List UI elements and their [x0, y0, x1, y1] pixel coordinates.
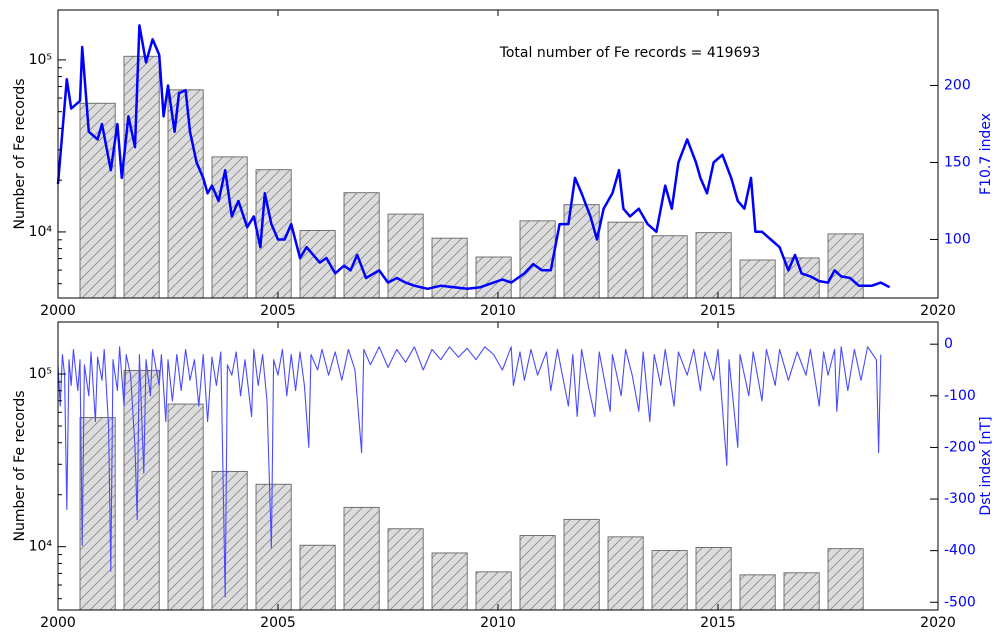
bar — [343, 192, 380, 299]
y2-axis-label: Dst index [nT] — [978, 416, 994, 515]
panel: 2000 2005 2010 2015 2020 10⁴ 10⁵ 100 150 200 Numbe… — [12, 9, 994, 319]
bar — [79, 102, 116, 299]
bar — [739, 574, 776, 611]
bar — [475, 256, 512, 299]
y-axis-label: Number of Fe records — [12, 391, 28, 542]
bar — [343, 506, 380, 611]
y2-tick-label: -100 — [944, 388, 976, 404]
x-tick-label: 2000 — [40, 615, 76, 631]
bar — [739, 259, 776, 299]
bar — [651, 550, 688, 611]
y2-tick-label: -500 — [944, 594, 976, 610]
bar — [475, 571, 512, 611]
bar — [255, 483, 292, 611]
line — [57, 346, 882, 598]
bar — [827, 233, 864, 299]
bar — [651, 235, 688, 299]
y2-tick-label: -400 — [944, 543, 976, 559]
y2-tick-label: 200 — [944, 77, 971, 93]
y-tick-label: 10⁴ — [29, 539, 53, 555]
bar — [211, 156, 248, 299]
y-tick-label: 10⁴ — [29, 224, 53, 240]
x-tick-label: 2020 — [920, 615, 956, 631]
y2-tick-label: 100 — [944, 231, 971, 247]
y2-tick-label: 150 — [944, 154, 971, 170]
y2-tick-label: -200 — [944, 439, 976, 455]
bar — [387, 213, 424, 299]
x-tick-label: 2015 — [700, 615, 736, 631]
x-tick-label: 2015 — [700, 303, 736, 319]
panel: 2000 2005 2010 2015 2020 10⁴ 10⁵ 0 -100 -200 -300 -… — [12, 321, 994, 631]
x-tick-label: 2010 — [480, 303, 516, 319]
bar — [607, 221, 644, 299]
y2-tick-label: -300 — [944, 491, 976, 507]
y-axis-label: Number of Fe records — [12, 79, 28, 230]
bar — [695, 547, 732, 611]
bar — [299, 544, 336, 611]
bar — [431, 552, 468, 611]
bar — [123, 55, 160, 299]
bar — [519, 535, 556, 611]
bar — [167, 403, 204, 611]
bar — [607, 536, 644, 611]
x-tick-label: 2005 — [260, 615, 296, 631]
y2-tick-label: 0 — [944, 336, 953, 352]
bar — [695, 232, 732, 299]
line — [56, 24, 891, 291]
bar — [519, 220, 556, 299]
x-tick-label: 2000 — [40, 303, 76, 319]
x-tick-label: 2010 — [480, 615, 516, 631]
bar — [827, 548, 864, 611]
y-tick-label: 10⁵ — [29, 52, 52, 68]
bar — [211, 470, 248, 611]
annotation: Total number of Fe records = 419693 — [499, 45, 761, 61]
x-tick-label: 2005 — [260, 303, 296, 319]
y-tick-label: 10⁵ — [29, 366, 52, 382]
bar — [563, 518, 600, 611]
bar — [387, 528, 424, 611]
x-tick-label: 2020 — [920, 303, 956, 319]
bar — [783, 572, 820, 611]
y2-axis-label: F10.7 index — [978, 113, 994, 195]
